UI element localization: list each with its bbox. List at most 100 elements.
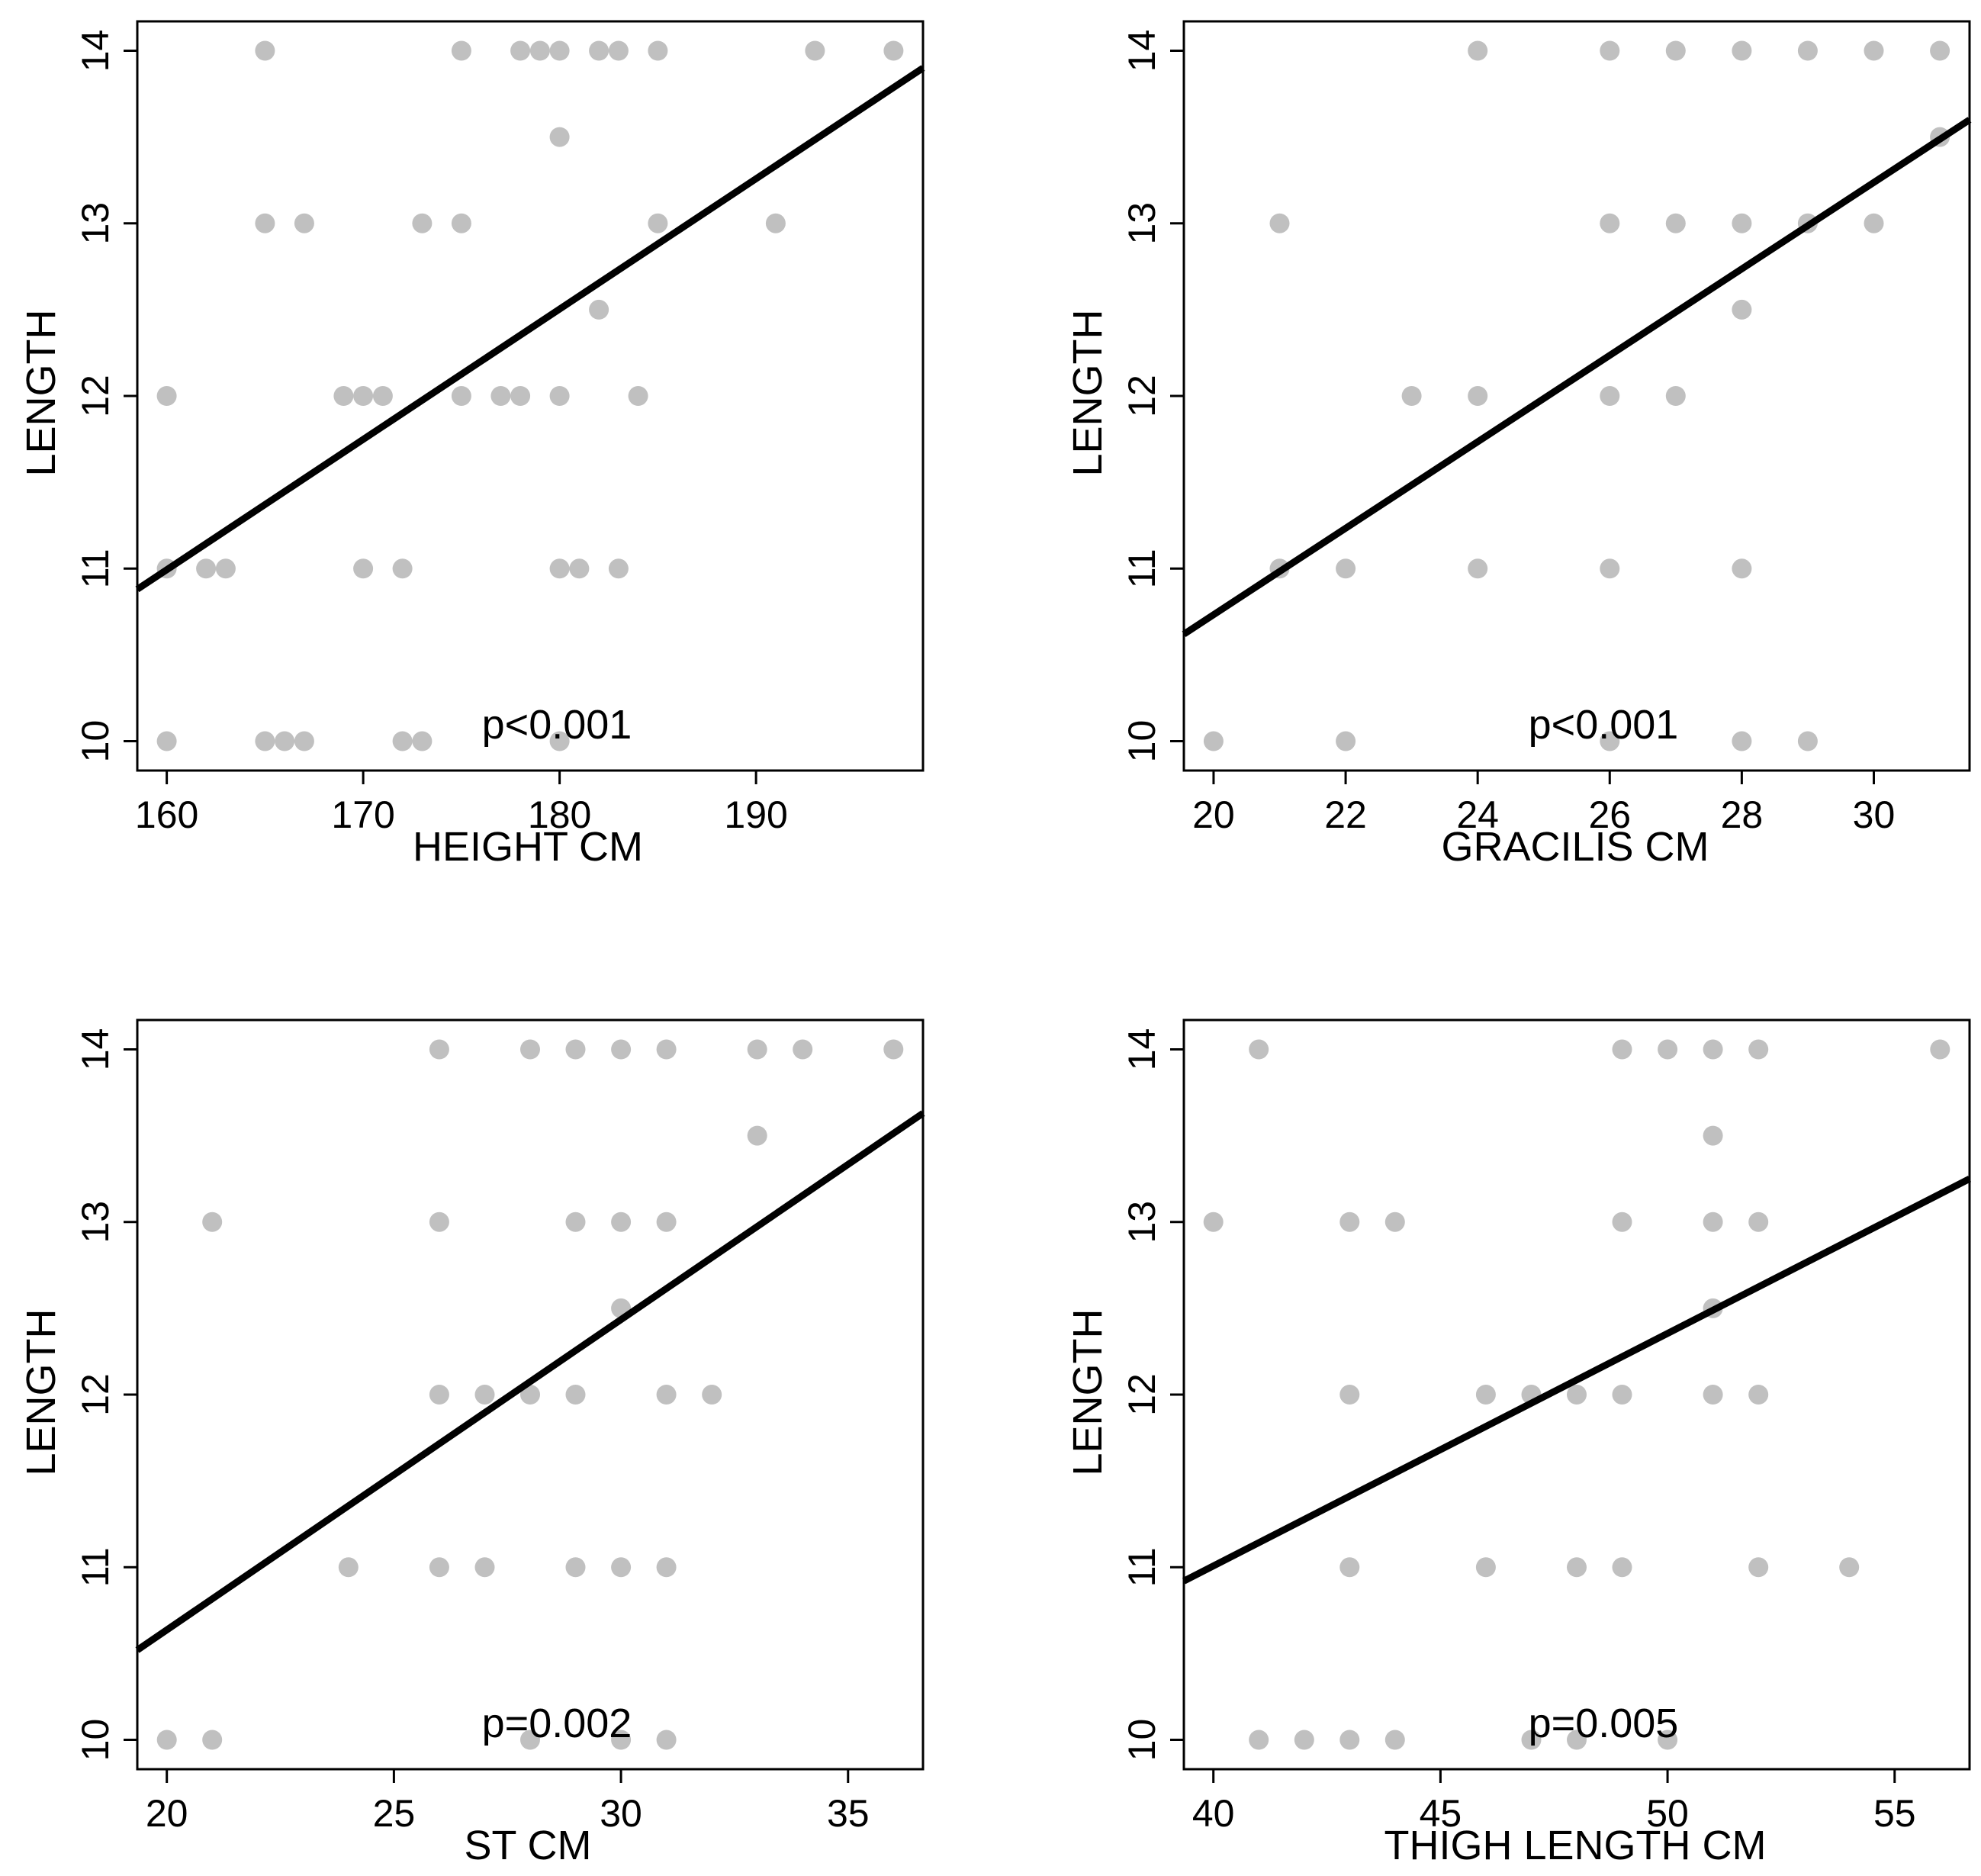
y-tick-label: 13 — [74, 202, 117, 245]
data-point — [1748, 1039, 1769, 1060]
data-point — [1269, 213, 1290, 233]
y-axis-title: LENGTH — [1065, 309, 1111, 476]
y-axis-title: LENGTH — [1065, 1308, 1111, 1475]
data-point — [747, 1125, 767, 1146]
x-tick-label: 20 — [1192, 793, 1235, 836]
y-axis-title: LENGTH — [18, 309, 64, 476]
panel-gracilis: GRACILIS CM LENGTH p<0.001 20 22 24 26 28 30 1… — [1065, 20, 1972, 870]
data-point — [793, 1039, 813, 1060]
data-point — [611, 1557, 632, 1578]
data-point — [196, 558, 217, 579]
data-point — [275, 731, 295, 751]
data-point — [1468, 386, 1488, 406]
data-point — [429, 1385, 449, 1405]
data-point — [702, 1385, 722, 1405]
x-tick-label: 55 — [1873, 1792, 1916, 1835]
x-tick-label: 170 — [331, 793, 394, 836]
data-points — [156, 1039, 904, 1750]
y-tick-label: 11 — [1121, 1547, 1163, 1587]
data-point — [412, 731, 433, 751]
p-value-annotation: p=0.002 — [482, 1701, 632, 1746]
y-tick-label: 12 — [74, 375, 117, 417]
data-point — [1567, 1730, 1587, 1750]
data-point — [1732, 731, 1752, 751]
y-tick-label: 14 — [74, 1028, 117, 1071]
data-point — [1930, 40, 1950, 61]
data-point — [429, 1212, 449, 1232]
data-point — [1732, 213, 1752, 233]
data-point — [656, 1557, 677, 1578]
data-point — [549, 386, 570, 406]
data-point — [611, 1730, 632, 1750]
data-point — [1658, 1730, 1678, 1750]
data-point — [611, 1212, 632, 1232]
y-tick-label: 12 — [74, 1373, 117, 1416]
data-point — [294, 213, 314, 233]
data-point — [656, 1385, 677, 1405]
data-point — [294, 731, 314, 751]
data-point — [1600, 40, 1620, 61]
data-point — [529, 40, 550, 61]
data-point — [392, 558, 413, 579]
data-point — [1732, 299, 1752, 320]
data-point — [589, 40, 609, 61]
data-point — [608, 558, 629, 579]
data-point — [565, 1385, 586, 1405]
panel-height: HEIGHT CM LENGTH p<0.001 160 170 180 190 10 1… — [18, 20, 925, 870]
regression-line — [1182, 117, 1972, 638]
x-axis-title: ST CM — [464, 1823, 591, 1868]
data-point — [520, 1039, 540, 1060]
data-point — [1521, 1730, 1542, 1750]
data-point — [490, 386, 511, 406]
data-point — [353, 558, 374, 579]
y-tick-label: 12 — [1121, 1373, 1163, 1416]
data-point — [549, 127, 570, 147]
y-tick-label: 10 — [1121, 720, 1163, 763]
x-axis-title: THIGH LENGTH CM — [1384, 1823, 1766, 1868]
data-point — [338, 1557, 359, 1578]
data-point — [1336, 558, 1356, 579]
data-point — [1384, 1212, 1405, 1232]
data-point — [1612, 1212, 1632, 1232]
data-point — [549, 731, 570, 751]
data-point — [1748, 1212, 1769, 1232]
x-tick-label: 25 — [373, 1792, 416, 1835]
data-point — [565, 1039, 586, 1060]
data-point — [1797, 731, 1818, 751]
data-point — [1203, 731, 1224, 751]
x-tick-label: 30 — [1853, 793, 1896, 836]
x-tick-label: 26 — [1588, 793, 1631, 836]
data-point — [1797, 40, 1818, 61]
x-tick-label: 28 — [1721, 793, 1764, 836]
data-point — [565, 1212, 586, 1232]
data-point — [648, 40, 668, 61]
data-point — [1658, 1039, 1678, 1060]
data-point — [255, 40, 275, 61]
y-tick-label: 11 — [1121, 549, 1163, 588]
data-point — [520, 1385, 540, 1405]
data-point — [1839, 1557, 1860, 1578]
data-point — [1567, 1557, 1587, 1578]
data-point — [1732, 558, 1752, 579]
data-point — [883, 40, 904, 61]
x-tick-label: 30 — [600, 1792, 642, 1835]
data-point — [589, 299, 609, 320]
y-tick-label: 10 — [74, 1719, 117, 1762]
data-point — [1339, 1212, 1360, 1232]
data-point — [451, 386, 471, 406]
data-point — [1468, 558, 1488, 579]
data-point — [1468, 40, 1488, 61]
data-point — [372, 386, 393, 406]
x-tick-label: 40 — [1192, 1792, 1235, 1835]
data-point — [510, 40, 531, 61]
x-axis-title: HEIGHT CM — [413, 824, 643, 870]
data-point — [1748, 1385, 1769, 1405]
p-value-annotation: p<0.001 — [482, 702, 632, 748]
data-point — [215, 558, 236, 579]
data-point — [1475, 1557, 1496, 1578]
data-point — [202, 1212, 223, 1232]
data-point — [1203, 1212, 1224, 1232]
data-point — [333, 386, 354, 406]
regression-line — [135, 65, 925, 593]
data-point — [549, 558, 570, 579]
